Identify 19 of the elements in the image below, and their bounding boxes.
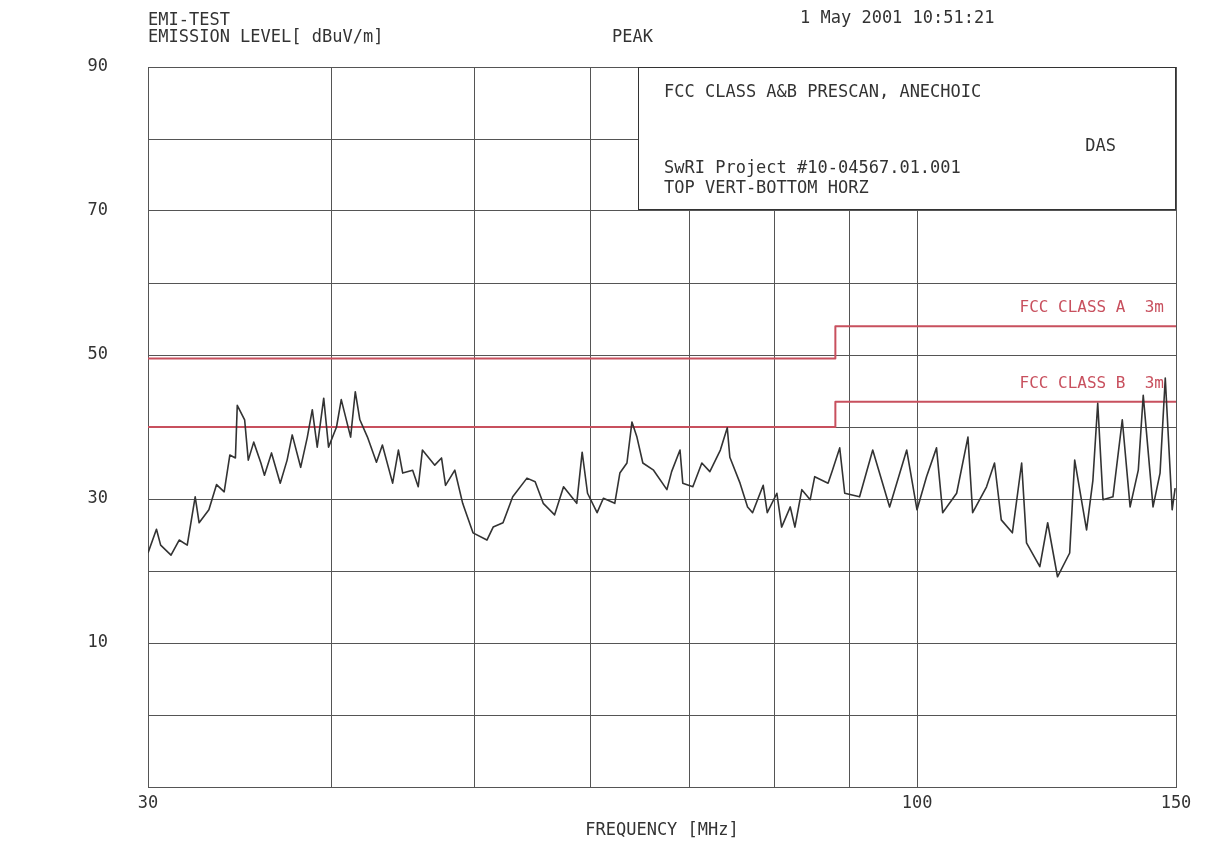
chart-title: EMI-TEST	[148, 9, 230, 29]
annotation: SwRI Project #10-04567.01.001	[664, 157, 961, 177]
x-tick-label: 100	[901, 791, 933, 812]
text: 1 May 2001 10:51:21	[800, 7, 995, 27]
annotation: TOP VERT-BOTTOM HORZ	[664, 177, 869, 197]
x-axis-title: FREQUENCY [MHz]	[585, 819, 739, 839]
y-axis-title: EMISSION LEVEL[ dBuV/m]	[148, 26, 384, 46]
annotation: FCC CLASS A&B PRESCAN, ANECHOIC	[664, 81, 982, 101]
x-tick-label: 150	[1160, 791, 1192, 812]
y-tick-label: 30	[87, 487, 108, 508]
series-label: FCC CLASS B 3m	[1019, 372, 1164, 392]
y-tick-label: 70	[87, 199, 108, 220]
x-tick-label: 30	[137, 791, 159, 812]
series-label: FCC CLASS A 3m	[1019, 297, 1164, 317]
annotation: DAS	[1085, 135, 1116, 155]
y-tick-label: 50	[87, 343, 108, 364]
y-tick-label: 90	[87, 55, 108, 76]
y-tick-label: 10	[87, 631, 108, 652]
text: PEAK	[612, 26, 653, 46]
